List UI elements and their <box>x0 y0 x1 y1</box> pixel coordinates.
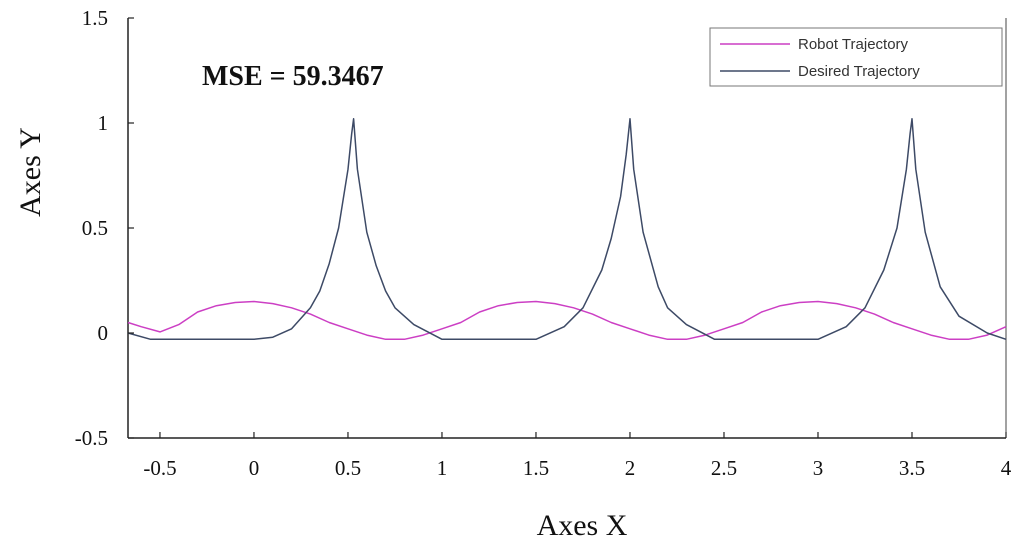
y-axis-label: Axes Y <box>14 127 47 217</box>
x-tick-label: 2 <box>625 456 636 480</box>
x-tick-label: 4 <box>1001 456 1012 480</box>
x-tick-label: 1 <box>437 456 448 480</box>
x-tick-label: 2.5 <box>711 456 737 480</box>
robot-trajectory-line <box>127 300 1007 341</box>
y-tick-label: 0 <box>98 321 109 345</box>
x-tick-label: -0.5 <box>143 456 176 480</box>
x-tick-label: 1.5 <box>523 456 549 480</box>
legend-label-desired: Desired Trajectory <box>798 63 920 80</box>
y-axis-ticks: 1.5 1 0.5 0 -0.5 <box>75 6 134 450</box>
y-tick-label: 1.5 <box>82 6 108 30</box>
x-tick-label: 3.5 <box>899 456 925 480</box>
legend-label-robot: Robot Trajectory <box>798 36 909 53</box>
desired-trajectory-line <box>127 118 1007 341</box>
y-tick-label: 1 <box>98 111 109 135</box>
plot-area <box>127 18 1007 439</box>
x-tick-label: 3 <box>813 456 824 480</box>
y-tick-label: -0.5 <box>75 426 108 450</box>
y-tick-label: 0.5 <box>82 216 108 240</box>
x-tick-label: 0 <box>249 456 260 480</box>
legend: Robot Trajectory Desired Trajectory <box>709 27 1003 87</box>
mse-annotation: MSE = 59.3467 <box>202 61 384 92</box>
x-axis-label: Axes X <box>537 509 628 542</box>
x-axis-ticks: -0.5 0 0.5 1 1.5 2 2.5 3 3.5 4 <box>143 432 1012 480</box>
legend-box <box>709 27 1003 87</box>
x-tick-label: 0.5 <box>335 456 361 480</box>
